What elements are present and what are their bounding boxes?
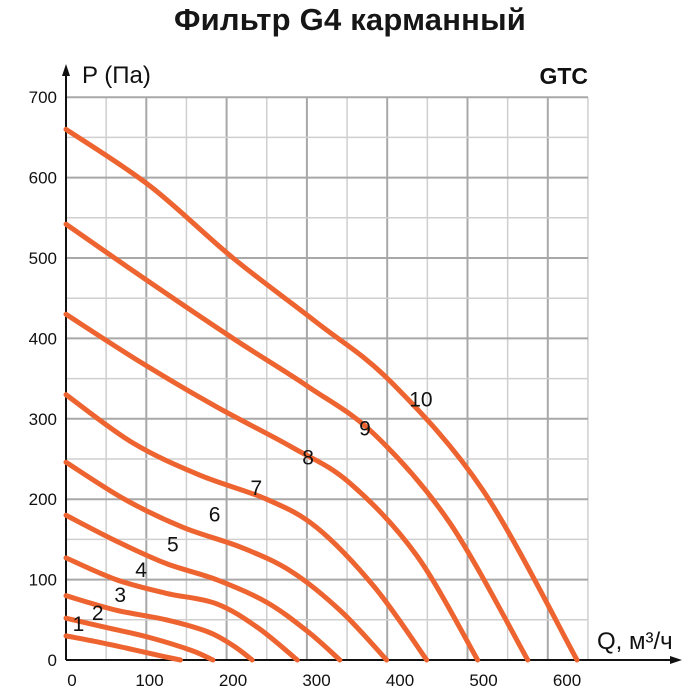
axes — [62, 64, 682, 664]
curve-4 — [63, 555, 300, 663]
brand-logo: GTC — [539, 63, 588, 89]
curve-9 — [63, 221, 531, 663]
curve-label-6: 6 — [209, 504, 221, 527]
curve-label-9: 9 — [359, 418, 371, 441]
x-tick-labels: 0 100 200 300 400 500 600 — [67, 671, 581, 690]
x-tick-label: 0 — [67, 671, 76, 690]
curve-label-4: 4 — [135, 559, 147, 582]
curve-8 — [63, 311, 481, 663]
chart-title: Фильтр G4 карманный — [173, 2, 527, 37]
curve-label-3: 3 — [114, 584, 126, 607]
curve-1 — [63, 633, 183, 663]
y-axis-arrow-icon — [62, 64, 70, 76]
curve-3 — [63, 593, 255, 663]
curve-label-7: 7 — [251, 477, 263, 500]
curve-label-2: 2 — [92, 602, 104, 625]
x-tick-label: 600 — [553, 671, 581, 690]
x-axis-label: Q, м³/ч — [597, 628, 673, 655]
curve-label-1: 1 — [73, 613, 85, 636]
y-tick-label: 100 — [29, 571, 57, 590]
x-tick-label: 300 — [302, 671, 330, 690]
x-tick-label: 100 — [135, 671, 163, 690]
y-axis-label: P (Па) — [82, 62, 151, 89]
y-tick-label: 200 — [29, 490, 57, 509]
y-tick-labels: 0 100 200 300 400 500 600 700 — [29, 88, 57, 670]
curve-label-10: 10 — [409, 389, 432, 412]
curve-series — [63, 126, 580, 663]
grid-lines — [66, 96, 589, 660]
y-tick-label: 600 — [29, 169, 57, 188]
y-tick-label: 0 — [48, 651, 57, 670]
y-tick-label: 700 — [29, 88, 57, 107]
x-tick-label: 500 — [469, 671, 497, 690]
curve-10 — [63, 126, 580, 663]
curve-2 — [63, 615, 216, 663]
x-tick-label: 200 — [219, 671, 247, 690]
curve-7 — [63, 392, 430, 663]
x-axis-arrow-icon — [670, 656, 682, 664]
y-tick-label: 400 — [29, 329, 57, 348]
y-tick-label: 500 — [29, 249, 57, 268]
curve-label-8: 8 — [302, 447, 314, 470]
x-tick-label: 400 — [386, 671, 414, 690]
curve-5 — [63, 512, 343, 663]
curve-6 — [63, 459, 390, 663]
y-tick-label: 300 — [29, 410, 57, 429]
curve-label-5: 5 — [167, 533, 179, 556]
